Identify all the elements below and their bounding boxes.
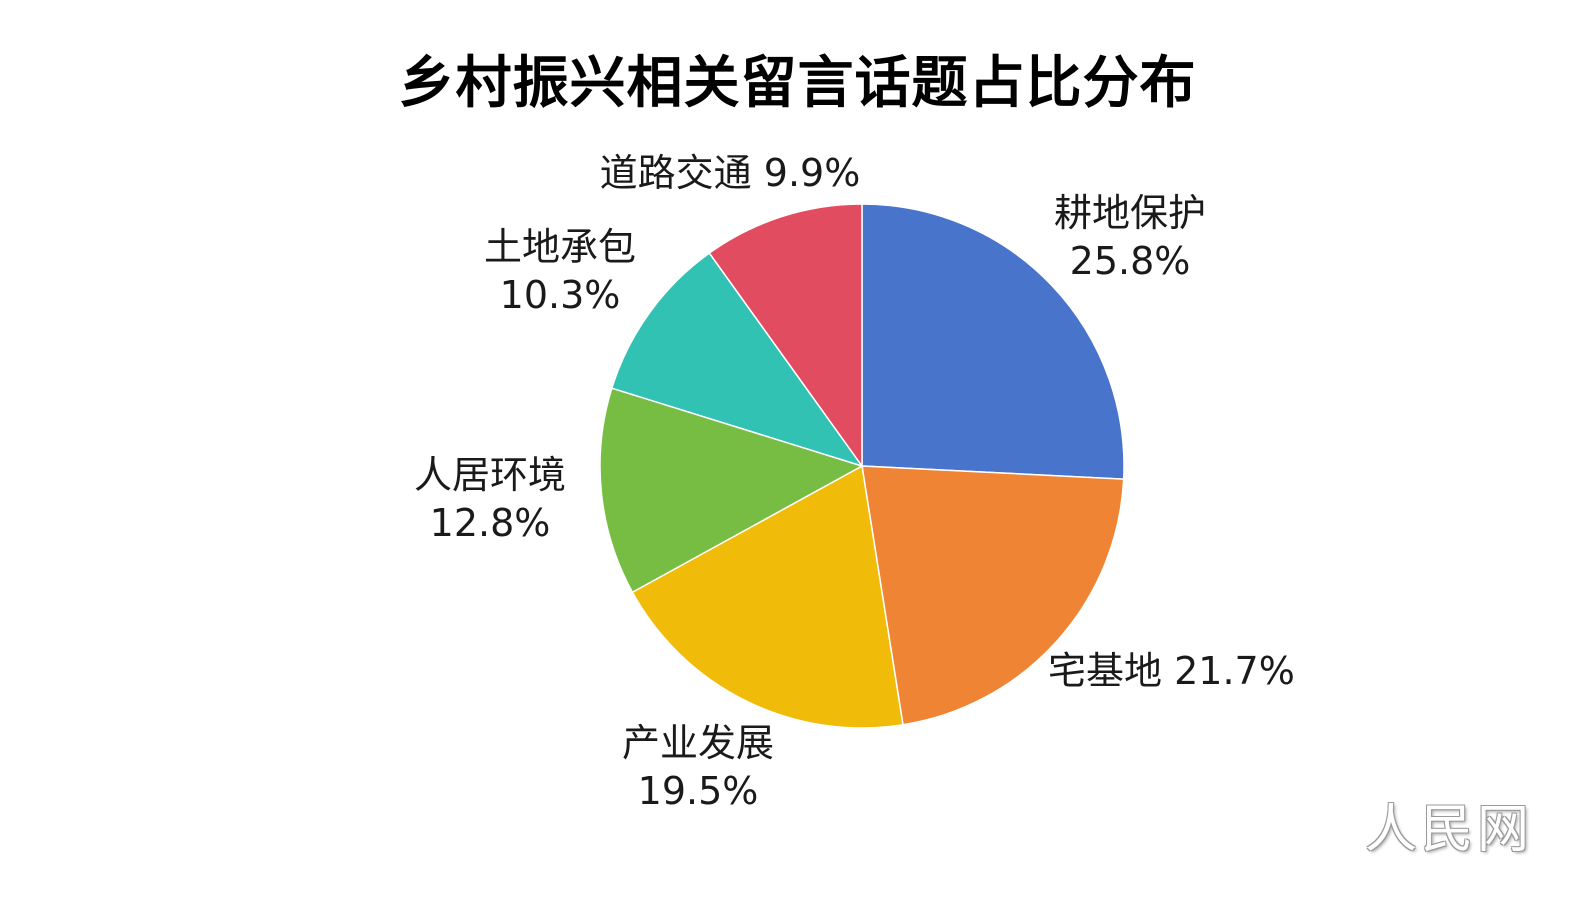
slice-name-4: 人居环境 — [414, 453, 566, 497]
slice-value-2: 21.7% — [1174, 649, 1295, 693]
site-watermark: 人民网 — [1364, 800, 1533, 860]
slice-name-2: 宅基地 — [1048, 649, 1174, 693]
pie-labels: 耕地保护 25.8% 宅基地 21.7% 产业发展 19.5% 人居环境 12.8% 土地承包… — [414, 151, 1295, 813]
pie-slice-1 — [861, 203, 1125, 480]
slice-value-5: 10.3% — [500, 273, 621, 317]
slice-label-5: 土地承包 10.3% — [484, 225, 636, 317]
slice-name-6: 道路交通 — [600, 151, 764, 195]
pie-slice-2 — [861, 465, 1125, 726]
slice-name-3: 产业发展 — [622, 721, 774, 765]
slice-label-6: 道路交通 9.9% — [600, 151, 861, 195]
slice-value-4: 12.8% — [430, 501, 551, 545]
slice-label-1: 耕地保护 25.8% — [1054, 191, 1206, 283]
slice-value-6: 9.9% — [764, 151, 861, 195]
pie-slice-4 — [599, 387, 864, 594]
slice-value-3: 19.5% — [638, 769, 759, 813]
slice-label-3: 产业发展 19.5% — [622, 721, 774, 813]
slice-label-4: 人居环境 12.8% — [414, 453, 566, 545]
slice-value-1: 25.8% — [1070, 239, 1191, 283]
pie-slice-5 — [610, 252, 864, 468]
pie-slice-6 — [708, 203, 863, 469]
pie-slice-3 — [631, 464, 904, 729]
pie-slices — [599, 203, 1125, 729]
slice-name-5: 土地承包 — [484, 225, 636, 269]
slice-name-1: 耕地保护 — [1054, 191, 1206, 235]
chart-title: 乡村振兴相关留言话题占比分布 — [398, 51, 1197, 116]
slice-label-2: 宅基地 21.7% — [1048, 649, 1295, 693]
